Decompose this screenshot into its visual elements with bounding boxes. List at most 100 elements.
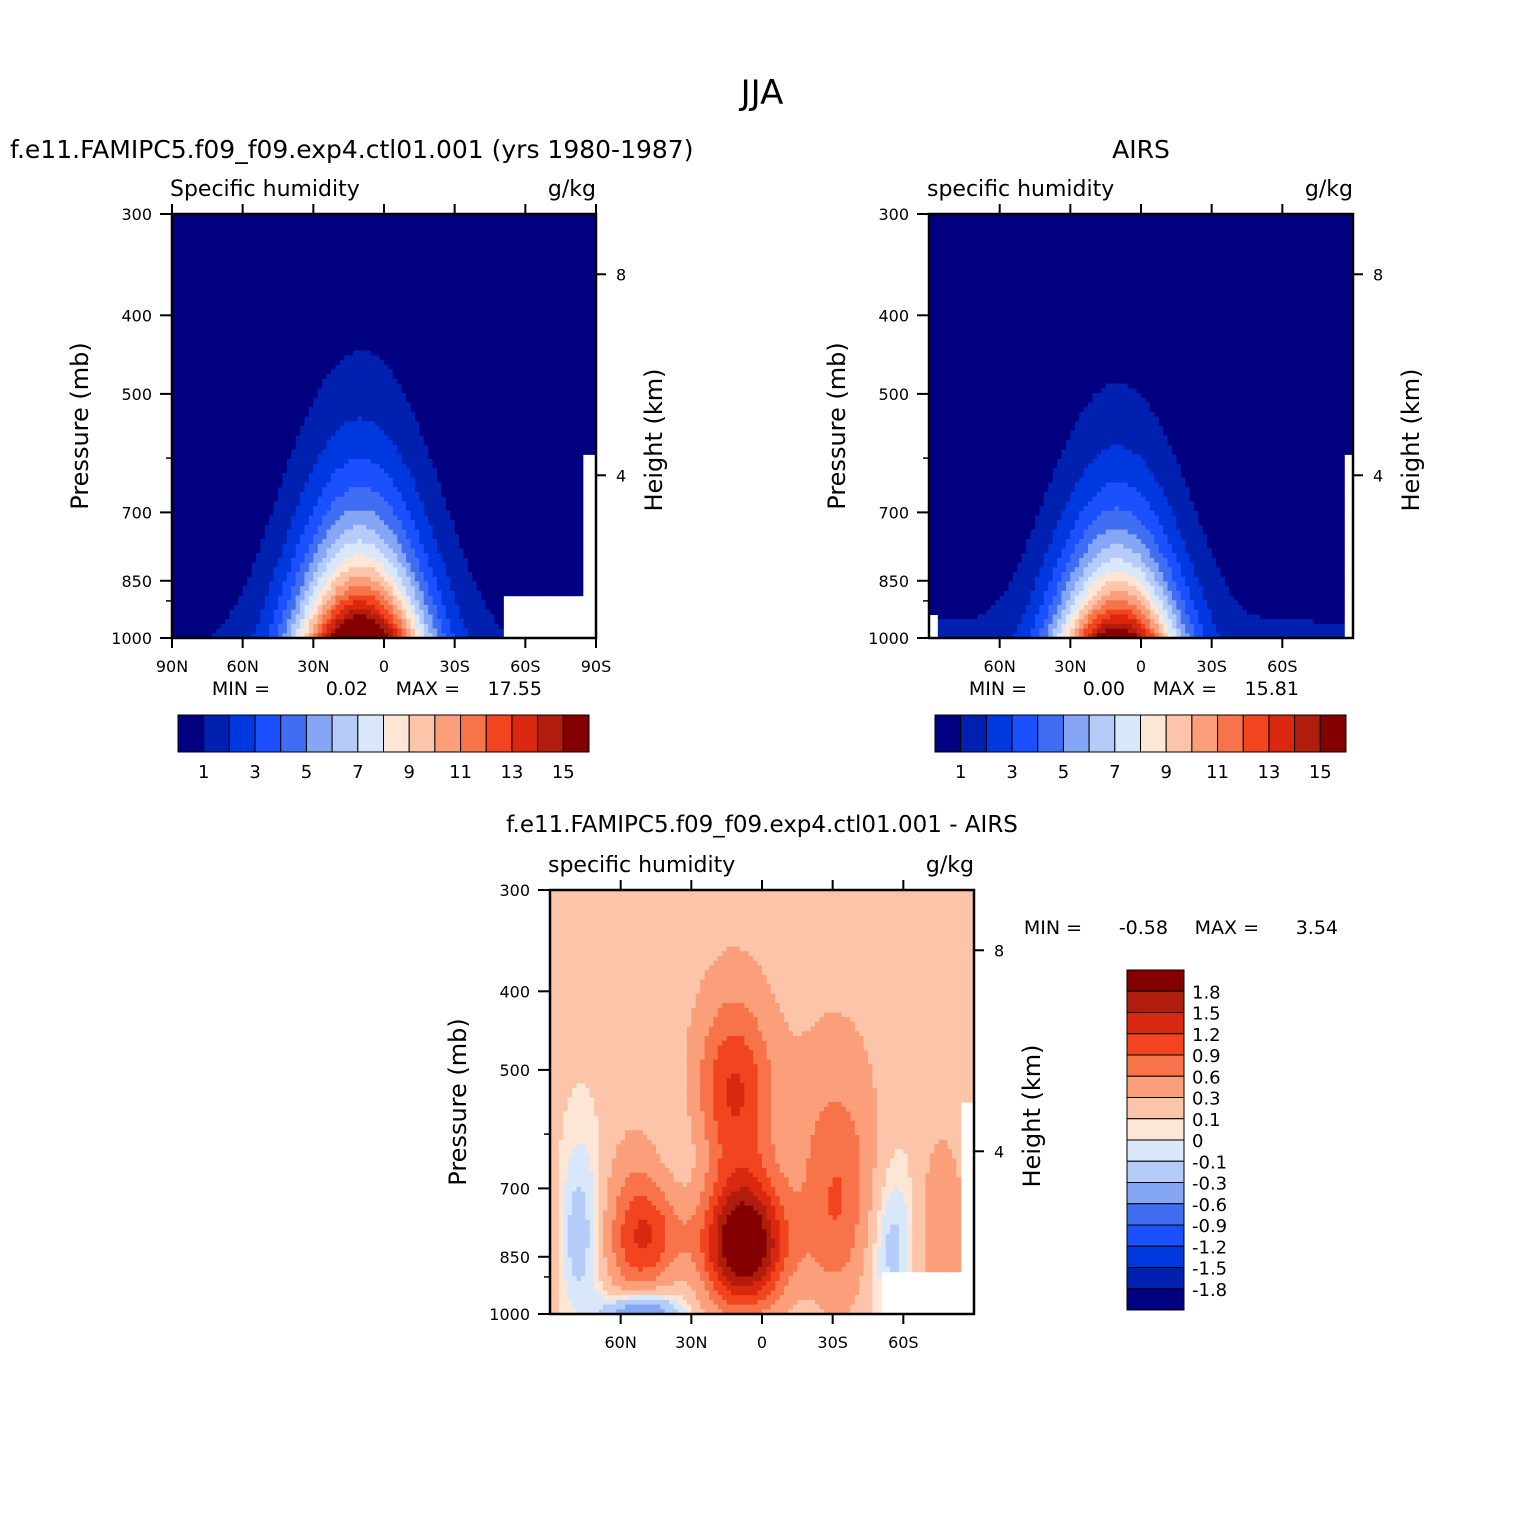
field-cell [322,421,328,427]
field-cell [229,251,235,257]
field-cell [185,289,191,295]
field-cell [454,312,460,319]
field-cell [428,369,434,375]
field-cell [348,350,354,356]
field-cell [423,383,429,389]
field-cell [251,440,257,446]
field-cell [229,322,235,328]
field-cell [189,435,195,441]
field-cell [317,454,323,460]
field-cell [384,355,390,361]
field-cell [247,430,253,437]
field-cell [454,322,460,328]
field-cell [207,265,213,272]
field-cell [401,341,407,347]
field-cell [379,444,385,451]
field-cell [211,223,217,229]
field-cell [172,369,178,375]
field-cell [401,312,407,319]
field-cell [300,237,306,243]
field-cell [375,261,381,267]
field-cell [543,440,549,446]
field-cell [313,449,319,455]
field-cell [463,242,469,248]
field-cell [211,251,217,257]
field-cell [406,411,412,418]
field-cell [295,265,301,272]
field-cell [410,407,416,413]
field-cell [211,279,217,286]
field-cell [459,350,465,356]
field-cell [432,261,438,267]
field-cell [547,237,553,243]
field-cell [498,242,504,248]
field-cell [450,440,456,446]
field-cell [476,402,482,408]
field-cell [247,223,253,229]
field-cell [233,397,239,404]
field-cell [233,327,239,333]
field-cell [260,218,266,225]
field-cell [286,364,292,371]
field-cell [445,317,451,323]
field-cell [481,284,487,290]
field-cell [370,449,376,455]
field-cell [278,440,284,446]
field-cell [569,265,575,272]
field-cell [397,232,403,239]
field-cell [242,246,248,253]
field-cell [317,345,323,352]
field-cell [220,383,226,389]
field-cell [326,416,332,422]
field-cell [366,246,372,253]
field-cell [313,317,319,323]
field-cell [357,327,363,333]
field-cell [410,251,416,257]
field-cell [410,345,416,352]
field-cell [529,275,535,281]
field-cell [198,393,204,399]
field-cell [485,407,491,413]
field-cell [463,336,469,342]
field-cell [264,303,270,309]
field-cell [410,218,416,225]
field-cell [467,275,473,281]
field-cell [454,402,460,408]
field-cell [251,223,257,229]
field-cell [565,275,571,281]
field-cell [370,345,376,352]
field-cell [264,426,270,432]
field-cell [459,270,465,276]
field-cell [357,289,363,295]
field-cell [481,364,487,371]
field-cell [494,430,500,437]
field-cell [300,284,306,290]
field-cell [543,256,549,262]
field-cell [216,440,222,446]
field-cell [300,228,306,234]
field-cell [176,364,182,371]
field-cell [591,449,597,455]
field-cell [172,430,178,437]
field-cell [357,261,363,267]
field-cell [251,256,257,262]
field-cell [587,411,593,418]
field-cell [525,388,531,394]
field-cell [591,435,597,441]
field-cell [516,421,522,427]
field-cell [189,364,195,371]
field-cell [189,360,195,366]
field-cell [463,355,469,361]
field-cell [291,327,297,333]
field-cell [388,246,394,253]
field-cell [260,374,266,380]
field-cell [242,411,248,418]
field-cell [348,444,354,451]
field-cell [441,430,447,437]
field-cell [512,426,518,432]
field-cell [194,284,200,290]
field-cell [225,383,231,389]
field-cell [300,218,306,225]
field-cell [207,393,213,399]
field-cell [273,322,279,328]
